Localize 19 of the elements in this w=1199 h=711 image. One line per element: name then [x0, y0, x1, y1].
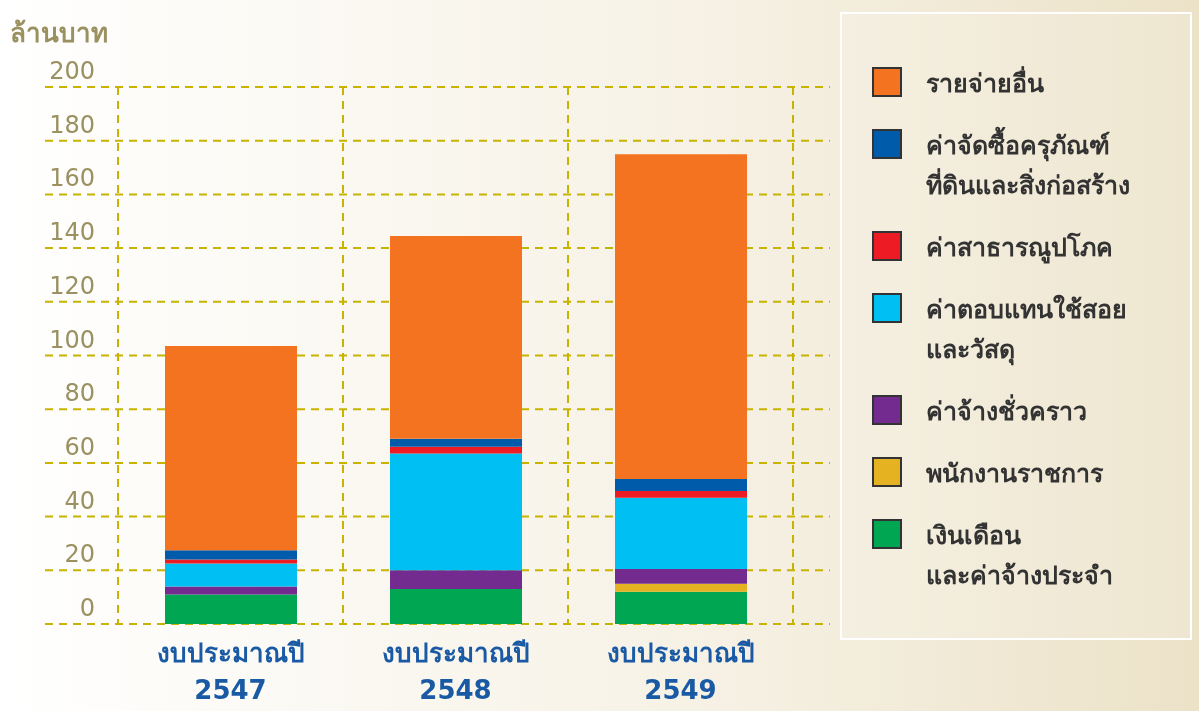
y-tick-label: 100 — [49, 325, 95, 354]
y-tick-label: 80 — [64, 379, 95, 408]
legend-label: เงินเดือน และค่าจ้างประจำ — [926, 521, 1113, 590]
y-axis-title: ล้านบาท — [10, 17, 108, 50]
legend-label: พนักงานราชการ — [926, 459, 1103, 488]
x-tick-label: งบประมาณปี 2547 — [156, 638, 305, 705]
y-tick-label: 160 — [49, 164, 95, 193]
x-tick-label: งบประมาณปี 2549 — [606, 638, 755, 705]
y-tick-label: 120 — [49, 271, 95, 300]
y-tick-label: 140 — [49, 218, 95, 247]
y-tick-label: 200 — [49, 57, 95, 85]
y-tick-label: 40 — [64, 486, 95, 515]
legend-label: ค่าตอบแทนใช้สอย และวัสดุ — [926, 295, 1127, 364]
x-tick-label: งบประมาณปี 2548 — [381, 638, 530, 705]
y-tick-label: 180 — [49, 110, 95, 139]
y-tick-label: 0 — [79, 594, 95, 622]
y-tick-label: 20 — [64, 540, 95, 569]
y-tick-label: 60 — [64, 432, 95, 461]
legend-label: ค่าสาธารณูปโภค — [926, 233, 1113, 262]
